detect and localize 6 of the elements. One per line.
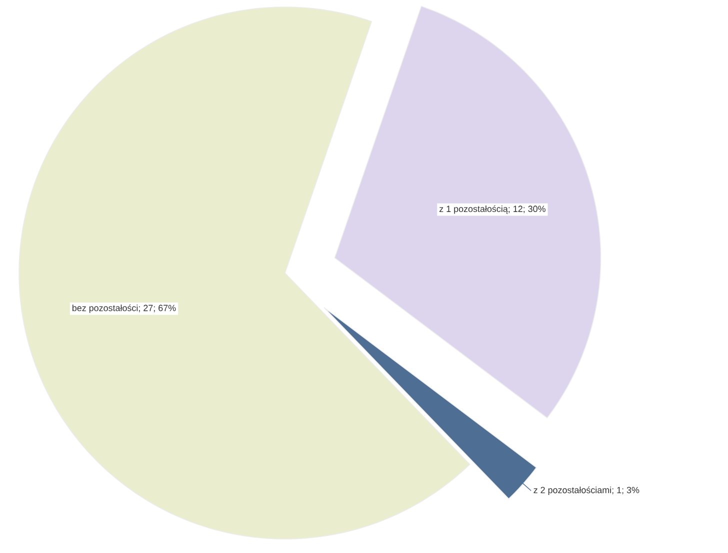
slice-label: bez pozostałości: [72, 304, 138, 313]
data-label: ; 1; 3%: [612, 486, 640, 494]
legend-label: z 2 pozostałościami: [534, 486, 611, 495]
data-label: ; 27; 67%: [139, 304, 176, 312]
data-label: ; 12; 30%: [508, 206, 546, 214]
slice-label: z 1 pozostałością: [439, 205, 508, 214]
